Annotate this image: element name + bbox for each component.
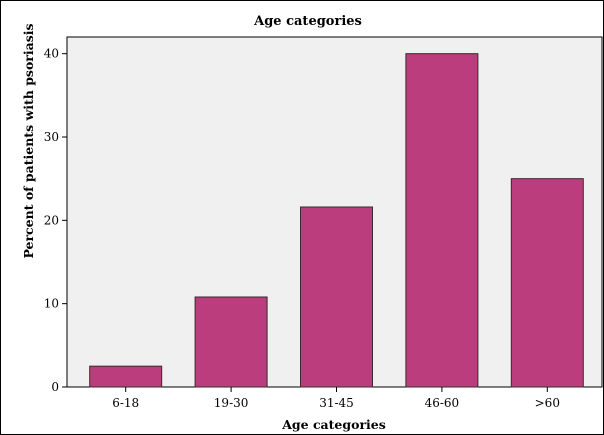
y-tick-label: 0 [51,380,59,394]
y-tick-label: 20 [44,213,59,227]
x-tick-label: 31-45 [319,396,354,410]
x-tick-label: 19-30 [214,396,249,410]
x-axis-ticks: 6-18 19-30 31-45 46-60 >60 [112,387,560,410]
bar-19-30 [194,296,268,388]
y-axis-label: Percent of patients with psoriasis [21,23,36,258]
x-tick-label: 6-18 [112,396,139,410]
bar-6-18 [89,365,163,388]
bar-31-45 [300,206,373,388]
chart-title: Age categories [253,14,362,29]
y-tick-label: 30 [44,130,59,144]
x-tick-label: >60 [535,396,560,410]
y-tick-label: 40 [44,47,59,61]
y-tick-label: 10 [44,297,59,311]
bar->60 [510,178,584,388]
y-axis-ticks: 0 10 20 30 40 [44,47,67,394]
x-axis-label: Age categories [281,417,386,432]
x-tick-label: 46-60 [425,396,460,410]
bars [89,53,584,388]
bar-46-60 [405,53,479,388]
